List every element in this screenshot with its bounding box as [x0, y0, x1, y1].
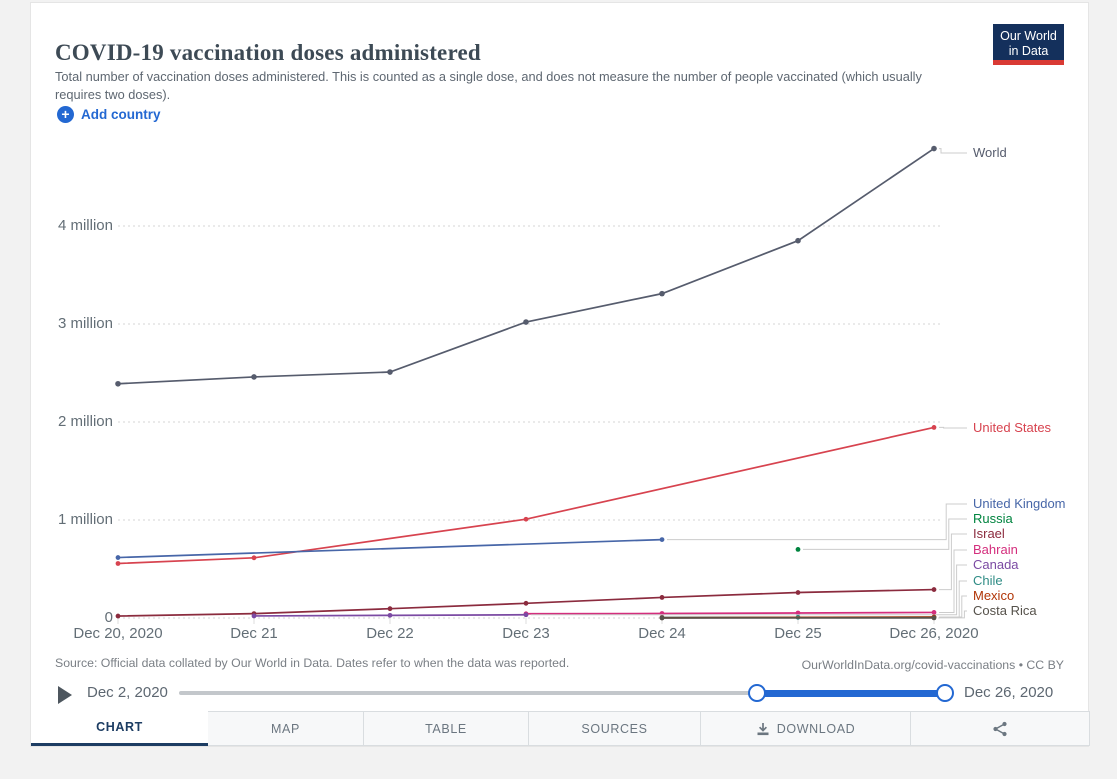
- logo-line2: in Data: [1008, 44, 1049, 58]
- chart-subtitle: Total number of vaccination doses admini…: [55, 68, 922, 102]
- series-label-united-states[interactable]: United States: [973, 420, 1052, 435]
- x-axis-tick-label: Dec 23: [502, 625, 550, 642]
- tab-download[interactable]: DOWNLOAD: [701, 711, 911, 746]
- series-label-canada[interactable]: Canada: [973, 557, 1019, 572]
- timeline-selected-range[interactable]: [757, 690, 945, 697]
- plus-circle-icon: +: [57, 106, 74, 123]
- tab-chart[interactable]: CHART: [31, 711, 208, 746]
- y-axis-tick-label: 4 million: [57, 217, 113, 234]
- logo-line1: Our World: [1000, 29, 1057, 43]
- tab-sources-label: SOURCES: [581, 721, 648, 736]
- timeline-track[interactable]: [179, 691, 757, 695]
- attribution-note: OurWorldInData.org/covid-vaccinations • …: [801, 658, 1064, 672]
- logo-red-bar: [993, 60, 1064, 65]
- series-label-israel[interactable]: Israel: [973, 526, 1005, 541]
- series-label-united-kingdom[interactable]: United Kingdom: [973, 496, 1066, 511]
- timeline: Dec 2, 2020 Dec 26, 2020: [31, 682, 1090, 708]
- series-label-chile[interactable]: Chile: [973, 573, 1003, 588]
- series-label-russia[interactable]: Russia: [973, 511, 1013, 526]
- page-title: COVID-19 vaccination doses administered: [55, 40, 481, 66]
- x-axis-tick-label: Dec 20, 2020: [73, 625, 163, 642]
- timeline-start-handle[interactable]: [748, 684, 766, 702]
- series-label-mexico[interactable]: Mexico: [973, 588, 1015, 603]
- add-country-button[interactable]: + Add country: [57, 106, 161, 123]
- tab-sources[interactable]: SOURCES: [529, 711, 701, 746]
- y-axis-tick-label: 3 million: [57, 315, 113, 332]
- timeline-start-date: Dec 2, 2020: [87, 684, 168, 701]
- tab-map-label: MAP: [271, 721, 300, 736]
- source-note: Source: Official data collated by Our Wo…: [55, 656, 570, 670]
- tab-bar: CHART MAP TABLE SOURCES DOWNLOAD: [31, 711, 1090, 746]
- y-axis-tick-label: 2 million: [57, 413, 113, 430]
- tab-share[interactable]: [911, 711, 1090, 746]
- add-country-label: Add country: [81, 107, 161, 122]
- timeline-end-handle[interactable]: [936, 684, 954, 702]
- x-axis-tick-label: Dec 24: [638, 625, 686, 642]
- series-label-world[interactable]: World: [973, 145, 1007, 160]
- x-axis-tick-label: Dec 22: [366, 625, 414, 642]
- tab-map[interactable]: MAP: [208, 711, 364, 746]
- y-axis-tick-label: 0: [104, 609, 113, 626]
- x-axis-tick-label: Dec 26, 2020: [889, 625, 979, 642]
- x-axis-tick-label: Dec 25: [774, 625, 822, 642]
- tab-chart-label: CHART: [96, 720, 143, 734]
- tab-table-label: TABLE: [425, 721, 467, 736]
- owid-logo: Our World in Data: [993, 24, 1064, 63]
- timeline-end-date: Dec 26, 2020: [964, 684, 1054, 701]
- download-icon: [757, 722, 769, 735]
- x-axis-tick-label: Dec 21: [230, 625, 278, 642]
- grapher-card: COVID-19 vaccination doses administered …: [30, 2, 1090, 747]
- series-label-costa-rica[interactable]: Costa Rica: [973, 603, 1037, 618]
- share-icon: [993, 721, 1007, 736]
- series-label-bahrain[interactable]: Bahrain: [973, 542, 1018, 557]
- tab-download-label: DOWNLOAD: [776, 721, 856, 736]
- y-axis-tick-label: 1 million: [57, 511, 113, 528]
- tab-table[interactable]: TABLE: [364, 711, 529, 746]
- play-icon[interactable]: [58, 686, 72, 704]
